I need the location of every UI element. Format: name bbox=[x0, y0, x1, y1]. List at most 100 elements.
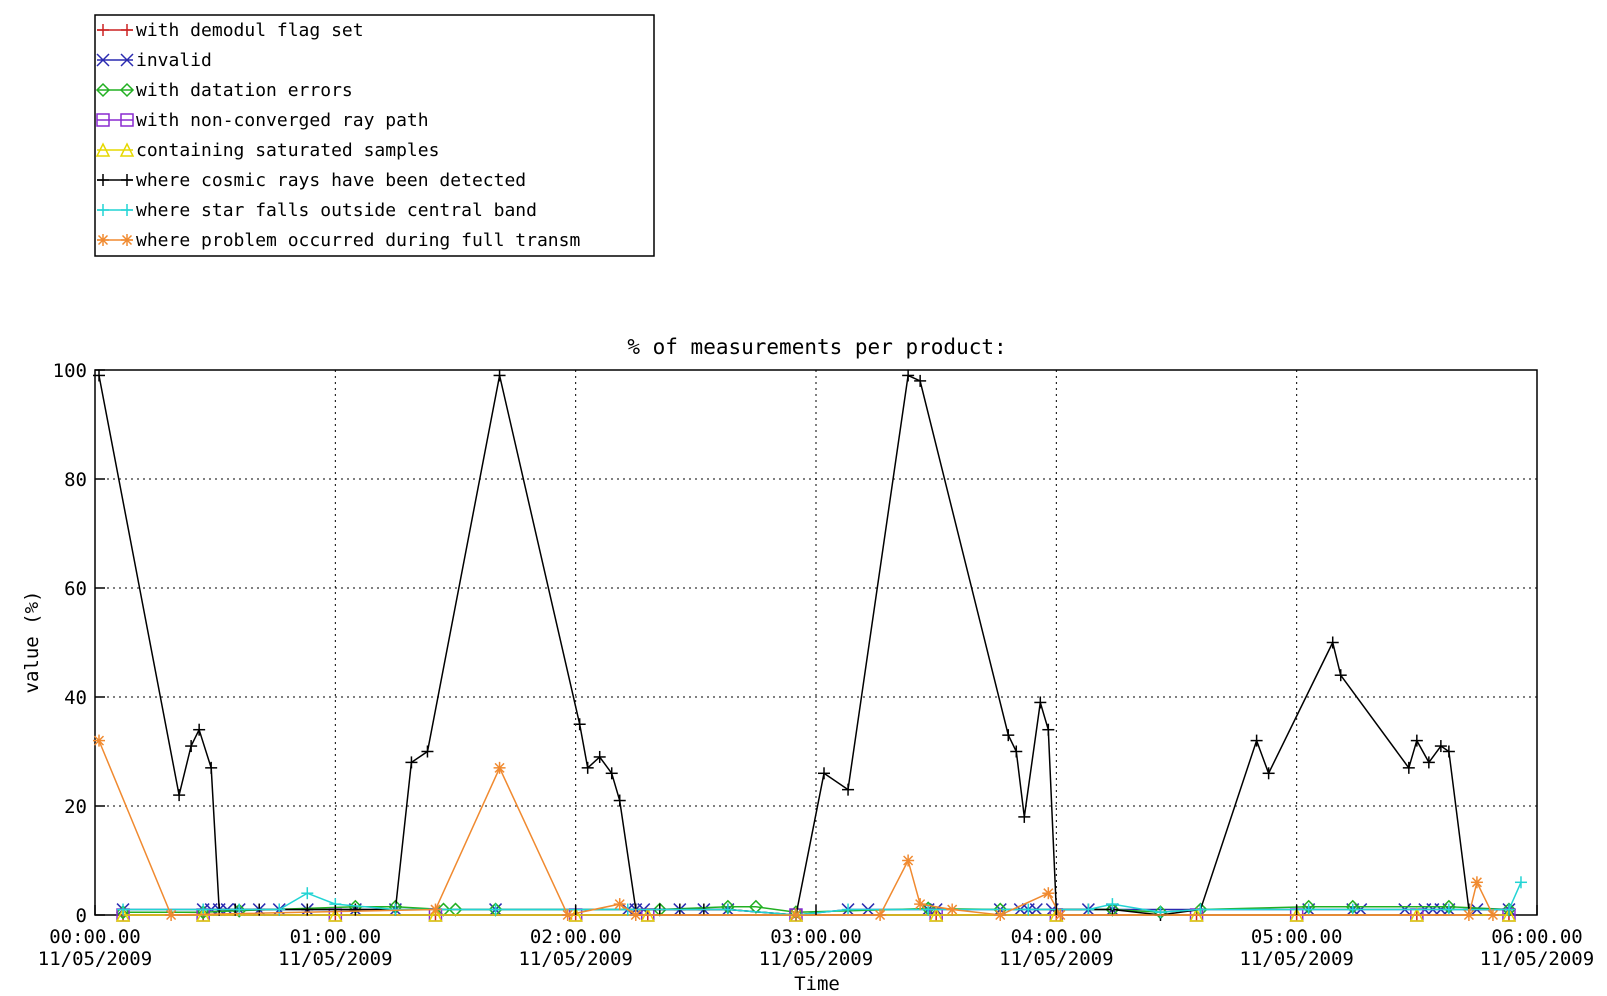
series-5-point-44 bbox=[1402, 761, 1415, 774]
series-6-point-14 bbox=[1082, 903, 1095, 916]
series-5-point-2 bbox=[185, 740, 198, 753]
legend-label-0: with demodul flag set bbox=[136, 20, 364, 41]
series-7-point-4 bbox=[561, 909, 574, 921]
legend-marker-end-0 bbox=[121, 24, 133, 36]
legend-label-4: containing saturated samples bbox=[136, 140, 439, 161]
series-7-point-7 bbox=[789, 909, 802, 921]
x-axis-ticks: 00:00.0011/05/200901:00.0011/05/200902:0… bbox=[38, 905, 1594, 970]
series-5-point-12 bbox=[405, 756, 418, 769]
y-axis-label: value (%) bbox=[21, 591, 43, 694]
x-tick-label-time-1: 01:00.00 bbox=[290, 926, 382, 948]
y-tick-label-2: 40 bbox=[64, 687, 87, 709]
series-6-point-11 bbox=[842, 903, 855, 916]
series-6-point-7 bbox=[489, 903, 502, 916]
series-5-point-14 bbox=[493, 369, 506, 382]
series-line-7 bbox=[98, 740, 1494, 916]
legend-label-6: where star falls outside central band bbox=[136, 200, 537, 221]
series-6-point-17 bbox=[1194, 903, 1207, 916]
series-7-point-8 bbox=[874, 909, 887, 921]
x-tick-label-date-5: 11/05/2009 bbox=[1239, 948, 1353, 970]
series-7-point-6 bbox=[629, 909, 642, 921]
x-tick-label-date-4: 11/05/2009 bbox=[999, 948, 1113, 970]
legend-marker-end-3 bbox=[120, 113, 134, 127]
series-4-point-2 bbox=[328, 907, 343, 922]
gridlines bbox=[95, 370, 1537, 915]
legend-marker-start-4 bbox=[95, 142, 111, 157]
series-7-point-12 bbox=[994, 909, 1007, 921]
series-7-point-15 bbox=[1462, 909, 1475, 921]
x-tick-label-time-4: 04:00.00 bbox=[1011, 926, 1103, 948]
x-axis-label: Time bbox=[794, 973, 840, 995]
series-6-point-0 bbox=[117, 903, 130, 916]
series-6-point-3 bbox=[273, 903, 286, 916]
series-5-point-29 bbox=[914, 374, 927, 387]
series-6-point-18 bbox=[1302, 903, 1315, 916]
x-tick-label-date-1: 11/05/2009 bbox=[278, 948, 392, 970]
legend-item-5: where cosmic rays have been detected bbox=[97, 170, 526, 191]
x-tick-label-date-0: 11/05/2009 bbox=[38, 948, 152, 970]
series-7-point-13 bbox=[1042, 887, 1055, 900]
legend-label-2: with datation errors bbox=[136, 80, 353, 101]
series-5-point-46 bbox=[1422, 756, 1435, 769]
legend-item-0: with demodul flag set bbox=[97, 20, 364, 41]
legend-marker-end-5 bbox=[121, 174, 133, 186]
x-tick-label-time-6: 06:00.00 bbox=[1491, 926, 1583, 948]
series-5-point-32 bbox=[1018, 810, 1031, 823]
series-7-point-0 bbox=[93, 734, 106, 747]
series-4-point-7 bbox=[928, 907, 944, 922]
series-7-point-16 bbox=[1470, 876, 1483, 889]
legend-marker-start-7 bbox=[97, 234, 109, 246]
series-5-point-17 bbox=[593, 750, 606, 763]
y-axis-ticks: 0 20 40 60 80 100 bbox=[53, 360, 105, 927]
series-5-point-47 bbox=[1434, 740, 1447, 753]
series-5-point-16 bbox=[581, 761, 594, 774]
legend-item-2: with datation errors bbox=[95, 80, 353, 101]
legend-marker-start-1 bbox=[96, 53, 110, 67]
series-7-point-17 bbox=[1486, 909, 1499, 921]
series-7-point-10 bbox=[914, 898, 927, 911]
legend-item-4: containing saturated samples bbox=[95, 140, 439, 161]
chart-title: % of measurements per product: bbox=[627, 335, 1006, 359]
series-5-point-4 bbox=[205, 761, 218, 774]
legend-marker-start-3 bbox=[96, 113, 110, 127]
series-6-point-22 bbox=[1514, 876, 1527, 889]
series-4-point-0 bbox=[115, 907, 131, 922]
series-7-point-3 bbox=[493, 761, 506, 774]
series-5-point-43 bbox=[1334, 669, 1347, 682]
x-tick-label-time-2: 02:00.00 bbox=[530, 926, 622, 948]
x-tick-label-date-2: 11/05/2009 bbox=[518, 948, 632, 970]
series-5-point-27 bbox=[842, 783, 855, 796]
series-6-point-9 bbox=[721, 903, 734, 916]
legend-marker-start-0 bbox=[97, 24, 109, 36]
series-5-point-26 bbox=[818, 767, 831, 780]
legend-marker-end-6 bbox=[121, 204, 133, 216]
series-7-point-5 bbox=[613, 898, 626, 911]
legend-item-6: where star falls outside central band bbox=[97, 200, 537, 221]
series-7-point-11 bbox=[946, 903, 959, 916]
series-5-point-48 bbox=[1442, 745, 1455, 758]
y-tick-label-4: 80 bbox=[64, 469, 87, 491]
legend-item-1: invalid bbox=[96, 50, 212, 71]
series-6-point-4 bbox=[301, 887, 314, 900]
series-5-point-40 bbox=[1250, 734, 1263, 747]
series-6-point-16 bbox=[1154, 906, 1167, 919]
plot-area bbox=[93, 369, 1538, 922]
series-7-point-2 bbox=[429, 903, 442, 916]
series-2-point-10 bbox=[748, 899, 763, 914]
series-5-point-19 bbox=[613, 794, 626, 807]
series-5-point-30 bbox=[1002, 729, 1015, 742]
series-5-point-3 bbox=[193, 723, 206, 736]
series-5-point-28 bbox=[902, 369, 915, 382]
legend-marker-end-2 bbox=[119, 82, 135, 98]
legend-marker-end-1 bbox=[120, 53, 134, 67]
x-tick-label-time-0: 00:00.00 bbox=[49, 926, 141, 948]
legend-label-5: where cosmic rays have been detected bbox=[136, 170, 526, 191]
legend-marker-end-4 bbox=[119, 142, 135, 157]
series-5-point-1 bbox=[173, 789, 186, 802]
